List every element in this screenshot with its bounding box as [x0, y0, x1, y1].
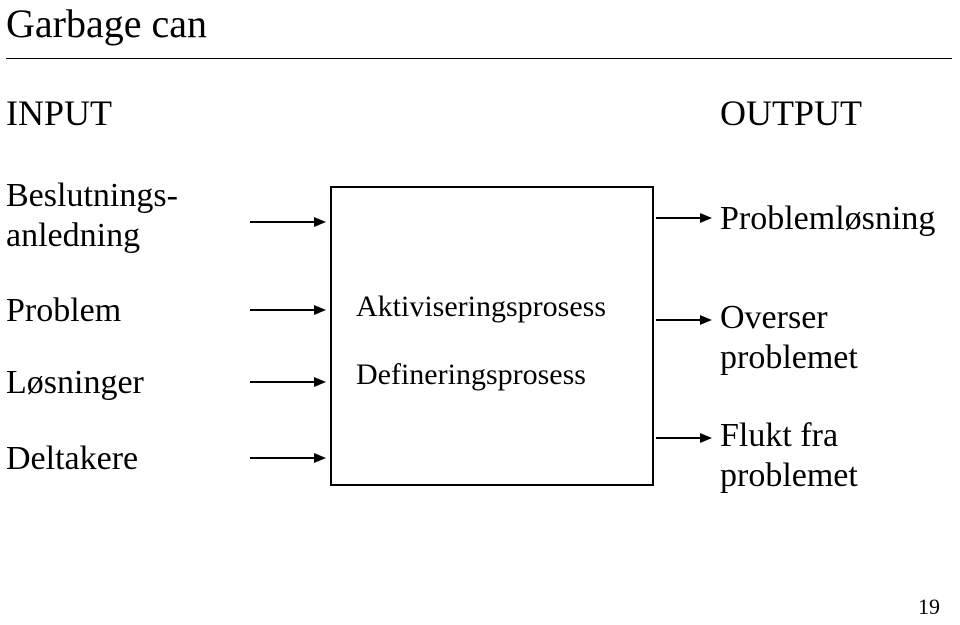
page-number: 19	[918, 594, 940, 620]
input-header: INPUT	[6, 92, 112, 134]
output-label: Flukt fra problemet	[720, 416, 858, 496]
output-header: OUTPUT	[720, 92, 862, 134]
output-label: Overser problemet	[720, 298, 858, 378]
input-label: Deltakere	[6, 440, 138, 478]
process-box	[330, 186, 654, 486]
title-rule	[6, 58, 952, 59]
input-label: Løsninger	[6, 364, 144, 402]
process-label: Aktiviseringsprosess	[356, 290, 606, 324]
input-label: Beslutnings- anledning	[6, 176, 178, 256]
input-label: Problem	[6, 292, 121, 330]
output-label: Problemløsning	[720, 200, 935, 238]
page-title: Garbage can	[6, 0, 207, 47]
process-label: Defineringsprosess	[356, 358, 586, 392]
